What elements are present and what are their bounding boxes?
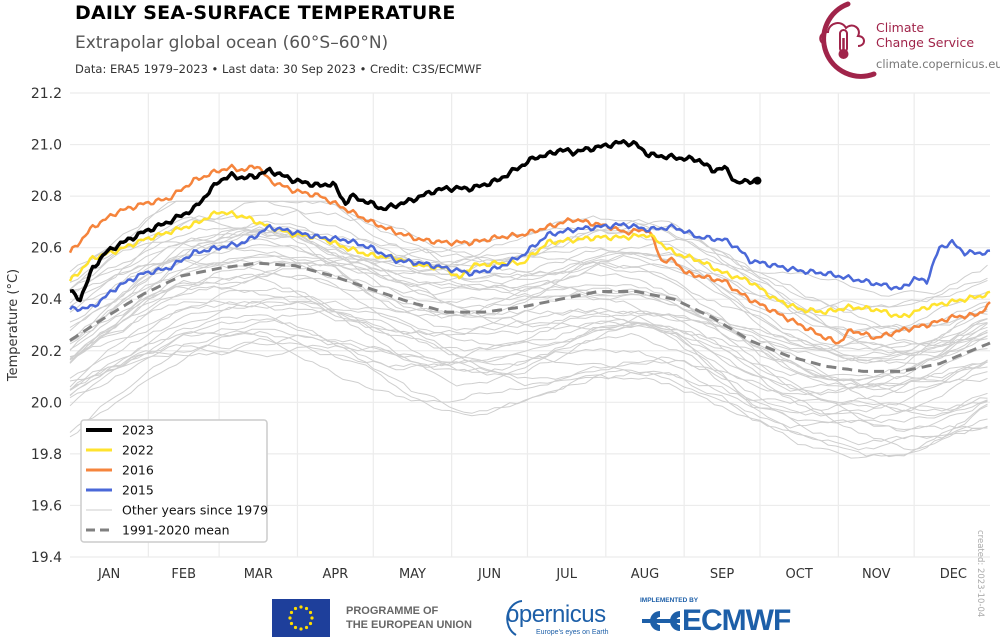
x-tick-label: AUG bbox=[631, 567, 659, 582]
chart-area: 19.4 19.6 19.8 20.0 20.2 20.4 20.6 20.8 21.0 21.2… bbox=[6, 86, 991, 582]
x-tick-label: JUL bbox=[555, 567, 577, 582]
legend-label: 1991-2020 mean bbox=[122, 523, 230, 538]
x-tick-label: APR bbox=[323, 567, 349, 582]
other-year-line bbox=[69, 259, 988, 387]
eu-star bbox=[299, 605, 303, 609]
other-year-line bbox=[69, 309, 988, 424]
eu-programme-text: PROGRAMME OF THE EUROPEAN UNION bbox=[346, 604, 472, 632]
eu-flag-icon bbox=[272, 599, 330, 637]
y-tick-label: 20.0 bbox=[31, 395, 62, 411]
y-tick-label: 20.8 bbox=[31, 189, 62, 205]
climate-change-service-logo[interactable] bbox=[800, 0, 1000, 80]
ecmwf-logo[interactable]: ECMWF bbox=[682, 604, 791, 637]
legend-label: 2023 bbox=[122, 423, 154, 438]
other-year-line bbox=[69, 261, 988, 405]
ecmwf-emblem-icon bbox=[642, 611, 680, 631]
eu-star bbox=[310, 616, 314, 620]
last-data-point bbox=[753, 176, 762, 185]
chart-subtitle: Extrapolar global ocean (60°S–60°N) bbox=[75, 33, 389, 53]
y-tick-label: 21.0 bbox=[31, 138, 62, 154]
other-year-line bbox=[69, 300, 988, 420]
series-line-2023 bbox=[69, 139, 758, 303]
x-axis-ticks: JAN FEB MAR APR MAY JUN JUL AUG SEP OCT NOV DEC bbox=[97, 567, 967, 582]
other-year-line bbox=[69, 255, 988, 396]
x-tick-label: FEB bbox=[171, 567, 196, 582]
other-year-line bbox=[69, 232, 988, 382]
other-year-line bbox=[69, 328, 988, 459]
chart-caption: Data: ERA5 1979–2023 • Last data: 30 Sep… bbox=[75, 62, 482, 76]
x-tick-label: SEP bbox=[710, 567, 734, 582]
other-year-line bbox=[69, 227, 988, 347]
series-line-2015 bbox=[69, 222, 991, 313]
x-tick-label: JAN bbox=[97, 567, 120, 582]
highlight-series bbox=[68, 139, 991, 373]
eu-star bbox=[304, 625, 309, 630]
implemented-by-label: IMPLEMENTED BY bbox=[640, 597, 699, 604]
other-year-line bbox=[69, 314, 988, 432]
series-line-2016 bbox=[68, 163, 991, 345]
other-year-line bbox=[69, 287, 988, 417]
other-year-line bbox=[69, 253, 988, 378]
eu-star bbox=[289, 621, 294, 626]
other-year-line bbox=[69, 200, 988, 315]
other-year-line bbox=[69, 209, 988, 350]
y-axis-ticks: 19.4 19.6 19.8 20.0 20.2 20.4 20.6 20.8 21.0 21.2 bbox=[31, 86, 62, 566]
chart-title: DAILY SEA-SURFACE TEMPERATURE bbox=[75, 2, 456, 24]
y-tick-label: 19.8 bbox=[31, 447, 62, 463]
other-year-line bbox=[69, 300, 988, 392]
y-tick-label: 20.4 bbox=[31, 292, 62, 308]
y-tick-label: 20.2 bbox=[31, 344, 62, 360]
eu-star bbox=[293, 606, 298, 611]
eu-star bbox=[304, 606, 309, 611]
eu-star bbox=[288, 616, 292, 620]
logo-text-line2: Change Service bbox=[876, 35, 975, 50]
x-tick-label: JUN bbox=[477, 567, 501, 582]
footer-logos: PROGRAMME OF THE EUROPEAN UNION opernicu… bbox=[0, 595, 1000, 640]
eu-star bbox=[289, 610, 294, 615]
eu-star bbox=[299, 627, 303, 631]
eu-star bbox=[293, 625, 298, 630]
series-line-1991-2020-mean bbox=[69, 261, 991, 373]
x-tick-label: DEC bbox=[940, 567, 967, 582]
c3s-emblem-icon bbox=[819, 1, 877, 79]
other-year-line bbox=[69, 332, 988, 451]
logo-text: Climate Change Service bbox=[876, 20, 974, 50]
y-tick-label: 19.6 bbox=[31, 498, 62, 514]
y-tick-label: 19.4 bbox=[31, 550, 62, 566]
x-tick-label: NOV bbox=[862, 567, 891, 582]
eu-star bbox=[308, 610, 313, 615]
other-year-line bbox=[69, 252, 988, 351]
x-tick-label: MAY bbox=[399, 567, 426, 582]
y-tick-label: 21.2 bbox=[31, 86, 62, 102]
other-year-line bbox=[69, 252, 988, 364]
copernicus-tagline: Europe's eyes on Earth bbox=[536, 629, 609, 636]
eu-text-line1: PROGRAMME OF bbox=[346, 605, 439, 617]
other-year-line bbox=[69, 272, 988, 396]
legend-label: 2022 bbox=[122, 443, 154, 458]
y-axis-label: Temperature (°C) bbox=[6, 269, 21, 382]
eu-star bbox=[308, 621, 313, 626]
other-year-line bbox=[69, 330, 988, 458]
other-year-line bbox=[69, 260, 988, 381]
copernicus-arc-icon bbox=[506, 600, 523, 636]
other-year-line bbox=[69, 324, 988, 446]
other-year-line bbox=[69, 231, 988, 362]
series-line-2022 bbox=[68, 210, 991, 319]
y-tick-label: 20.6 bbox=[31, 241, 62, 257]
legend-label: 2016 bbox=[122, 463, 154, 478]
legend: 2023 2022 2016 2015 Other years since 1979 19… bbox=[80, 419, 268, 543]
logo-text-line1: Climate bbox=[876, 20, 925, 35]
logo-url[interactable]: climate.copernicus.eu bbox=[876, 57, 1000, 71]
x-tick-label: OCT bbox=[786, 567, 813, 582]
eu-text-line2: THE EUROPEAN UNION bbox=[346, 619, 472, 631]
legend-label: Other years since 1979 bbox=[122, 503, 268, 518]
legend-box bbox=[80, 419, 268, 543]
other-year-line bbox=[69, 226, 988, 357]
other-year-line bbox=[69, 215, 988, 332]
x-tick-label: MAR bbox=[244, 567, 273, 582]
copernicus-logo[interactable]: opernicus bbox=[506, 601, 606, 628]
legend-label: 2015 bbox=[122, 483, 154, 498]
